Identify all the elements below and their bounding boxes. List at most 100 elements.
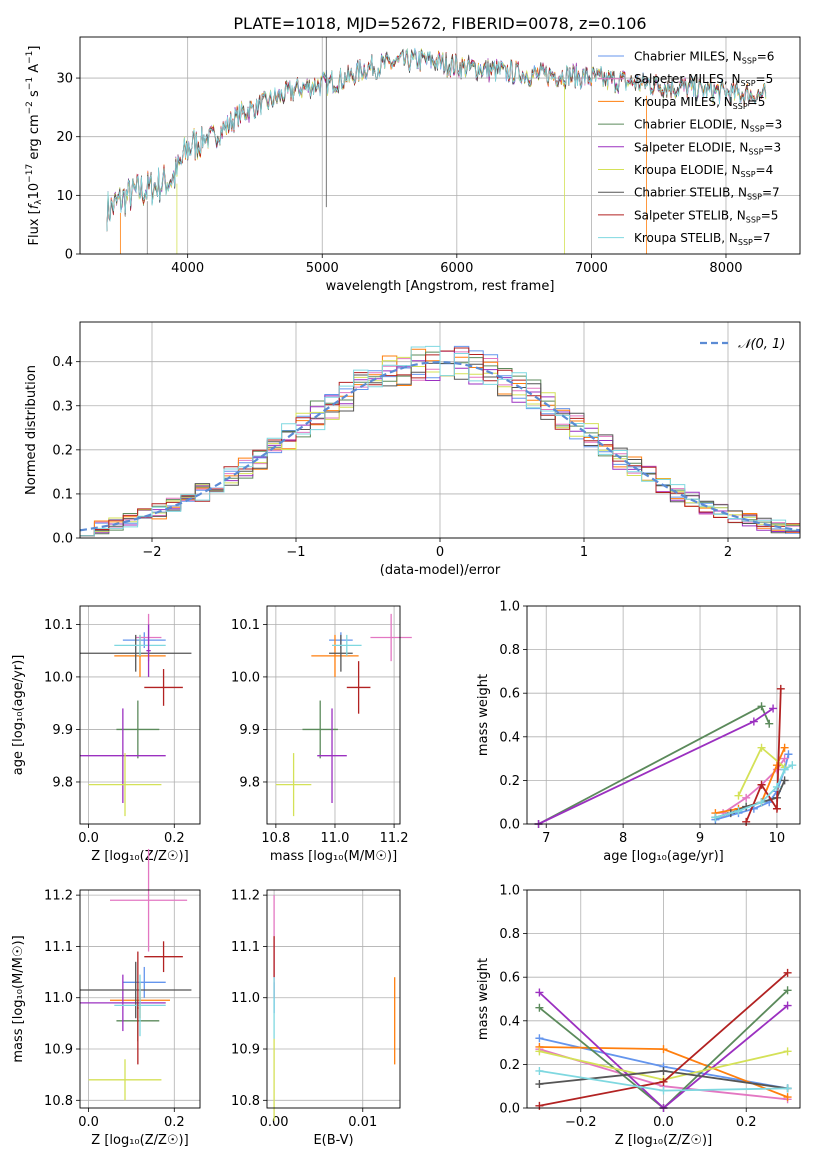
y-tick-label: 10.9 bbox=[44, 1043, 73, 1058]
y-tick-label: 11.2 bbox=[231, 889, 260, 904]
age-vs-metallicity-panel: 0.0 0.2 9.8 9.9 10.0 10.1 Z [log₁₀(Z/Z☉)] age [… bbox=[11, 605, 201, 864]
y-tick-label: 0.3 bbox=[52, 399, 73, 414]
legend-label-text: = bbox=[756, 163, 766, 177]
y-tick-label: 0.0 bbox=[52, 532, 73, 547]
weight-marker bbox=[535, 1047, 544, 1056]
legend-label-n: 4 bbox=[766, 163, 774, 177]
legend-label: Salpeter MILES, NSSP=5 bbox=[634, 72, 773, 88]
x-tick-label: 10 bbox=[769, 831, 786, 846]
legend-label-sub: SSP bbox=[747, 193, 762, 202]
plot-frame bbox=[266, 889, 401, 1109]
x-tick-label: 1 bbox=[580, 545, 588, 560]
legend-label-text: Kroupa MILES bbox=[634, 95, 716, 109]
legend-label-n: 3 bbox=[775, 118, 783, 132]
weight-marker bbox=[780, 743, 789, 752]
legend-label: Chabrier MILES, NSSP=6 bbox=[634, 50, 774, 66]
weight-vs-metallicity-panel: −0.2 0.0 0.2 0.0 0.2 0.4 0.6 0.8 1.0 Z [log₁₀(Z/Z… bbox=[476, 884, 801, 1148]
weight-marker bbox=[757, 743, 766, 752]
weight-marker bbox=[772, 804, 781, 813]
plot-frame bbox=[266, 605, 401, 825]
weight-marker bbox=[749, 717, 758, 726]
x-tick-label: 0.2 bbox=[164, 1115, 185, 1130]
legend-label-sub: SSP bbox=[741, 170, 756, 179]
y-tick-label: 0.8 bbox=[499, 643, 520, 658]
legend-label-text: Chabrier MILES bbox=[634, 50, 725, 64]
weight-marker bbox=[711, 813, 720, 822]
x-tick-label: −1 bbox=[286, 545, 305, 560]
figure-title: PLATE=1018, MJD=52672, FIBERID=0078, z=0… bbox=[233, 14, 646, 33]
y-axis-label: mass weight bbox=[476, 958, 491, 1040]
y-tick-label: 0.4 bbox=[52, 355, 73, 370]
y-tick-label: 30 bbox=[56, 72, 73, 87]
legend-label-n: 6 bbox=[767, 50, 775, 64]
mass-vs-metallicity-panel: 0.0 0.2 10.8 10.9 11.0 11.1 11.2 Z [log₁₀(Z/Z☉)… bbox=[11, 848, 201, 1148]
x-axis-label: Z [log₁₀(Z/Z☉)] bbox=[91, 849, 188, 864]
legend-label-text: , N bbox=[716, 95, 733, 109]
weight-marker bbox=[757, 780, 766, 789]
y-tick-label: 10.8 bbox=[231, 1094, 260, 1109]
y-tick-label: 9.9 bbox=[239, 723, 260, 738]
legend-label: Chabrier ELODIE, NSSP=3 bbox=[634, 118, 782, 134]
y-tick-label: 0.6 bbox=[499, 971, 520, 986]
weight-marker bbox=[535, 988, 544, 997]
x-axis-label: Z [log₁₀(Z/Z☉)] bbox=[91, 1133, 188, 1148]
x-tick-label: 0.2 bbox=[164, 831, 185, 846]
weight-marker bbox=[535, 1034, 544, 1043]
weight-marker bbox=[742, 793, 751, 802]
weight-marker bbox=[780, 754, 789, 763]
y-tick-label: 10.8 bbox=[44, 1094, 73, 1109]
weight-marker bbox=[535, 1101, 544, 1110]
y-tick-label: 0.2 bbox=[52, 443, 73, 458]
spectrum-panel: 4000 5000 6000 7000 8000 0 10 20 30 wavelength [A… bbox=[25, 36, 801, 294]
y-axis-label: age [log₁₀(age/yr)] bbox=[11, 655, 26, 776]
plot-frame bbox=[79, 605, 201, 825]
x-tick-label: −2 bbox=[142, 545, 161, 560]
weight-marker bbox=[742, 817, 751, 826]
x-tick-label: 6000 bbox=[440, 261, 473, 276]
spectrum-line-chabrier-stelib bbox=[106, 49, 767, 232]
x-tick-label: 0 bbox=[436, 545, 444, 560]
x-tick-label: 5000 bbox=[306, 261, 339, 276]
weight-marker bbox=[780, 765, 789, 774]
x-axis-label: age [log₁₀(age/yr)] bbox=[603, 849, 724, 864]
x-tick-label: 0.00 bbox=[260, 1115, 289, 1130]
legend-label-text: Kroupa STELIB bbox=[634, 231, 721, 245]
legend-label-text: = bbox=[753, 231, 763, 245]
y-tick-label: 0.4 bbox=[499, 730, 520, 745]
weight-marker bbox=[757, 798, 766, 807]
y-tick-label: 10.0 bbox=[44, 670, 73, 685]
x-tick-label: 0.2 bbox=[736, 1115, 757, 1130]
residual-histogram-panel: −2 −1 0 1 2 0.0 0.1 0.2 0.3 0.4 (data-model)/error… bbox=[24, 321, 801, 578]
gaussian-curve bbox=[79, 360, 801, 532]
weight-marker bbox=[659, 1086, 668, 1095]
weight-marker bbox=[784, 750, 793, 759]
x-tick-label: 8000 bbox=[709, 261, 742, 276]
legend-label-text: , N bbox=[725, 50, 742, 64]
y-tick-label: 1.0 bbox=[499, 600, 520, 615]
x-axis-label: wavelength [Angstrom, rest frame] bbox=[326, 279, 555, 294]
weight-marker bbox=[783, 1084, 792, 1093]
y-tick-label: 0.0 bbox=[499, 818, 520, 833]
legend-label-text: Salpeter STELIB bbox=[634, 208, 729, 222]
y-tick-label: 0.1 bbox=[52, 487, 73, 502]
x-tick-label: 7 bbox=[542, 831, 550, 846]
y-axis-label-part: Flux [ bbox=[27, 209, 42, 245]
x-tick-label: −0.2 bbox=[565, 1115, 597, 1130]
legend-label-sub: SSP bbox=[742, 57, 757, 66]
y-axis-label-part: s bbox=[27, 90, 42, 101]
y-tick-label: 0.8 bbox=[499, 927, 520, 942]
x-axis-label: (data-model)/error bbox=[380, 563, 501, 578]
legend-label-text: , N bbox=[724, 72, 741, 86]
weight-marker bbox=[780, 776, 789, 785]
y-axis-label-part: −1 bbox=[25, 51, 35, 64]
mass-vs-ebv-panel: 0.00 0.01 10.8 10.9 11.0 11.1 11.2 E(B-V) bbox=[231, 889, 401, 1148]
weight-marker bbox=[783, 1093, 792, 1102]
legend-label-text: = bbox=[761, 208, 771, 222]
y-tick-label: 1.0 bbox=[499, 884, 520, 899]
weight-marker bbox=[783, 986, 792, 995]
y-tick-label: 11.1 bbox=[231, 940, 260, 955]
legend-label-text: Chabrier STELIB bbox=[634, 186, 730, 200]
legend-label-text: = bbox=[763, 140, 773, 154]
legend-label: Salpeter ELODIE, NSSP=3 bbox=[634, 140, 781, 156]
legend-label-text: = bbox=[765, 118, 775, 132]
